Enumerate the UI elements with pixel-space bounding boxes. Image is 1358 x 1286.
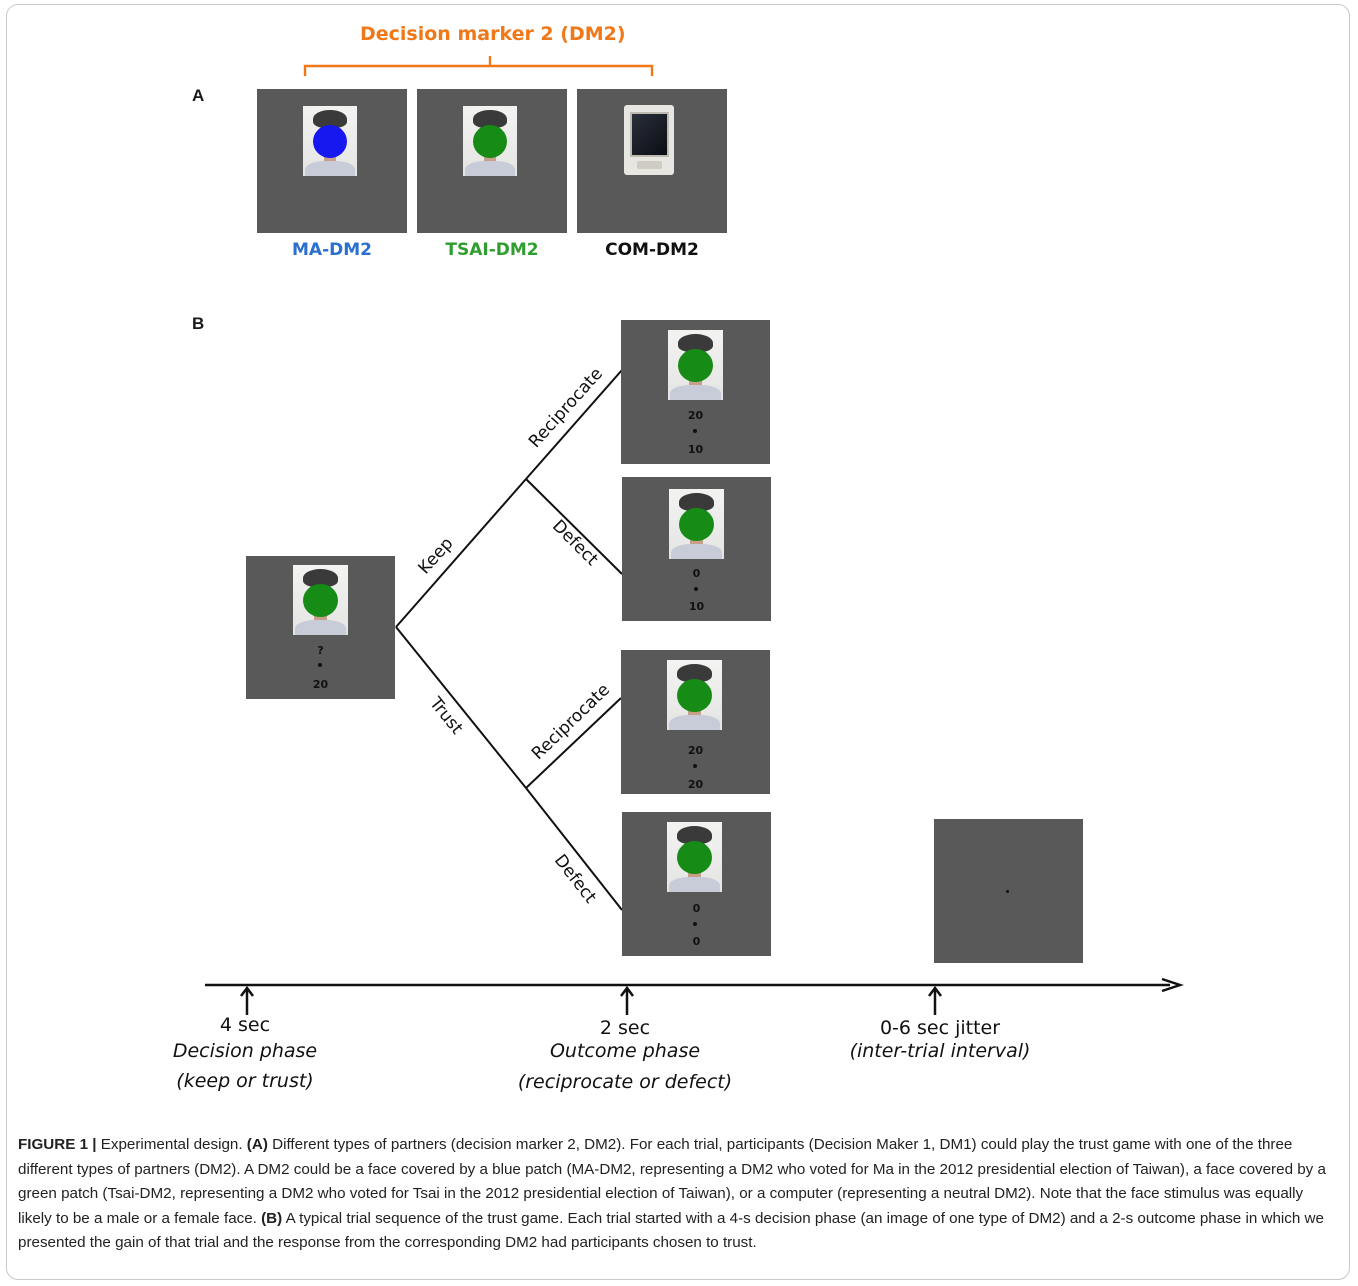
decision-phase-label: Decision phase — [172, 1040, 318, 1062]
decision-arrow — [240, 985, 254, 997]
outcome-arrow — [620, 985, 634, 997]
caption-text-2: Different types of partners (decision ma… — [18, 1136, 1326, 1227]
separator-dot — [693, 764, 697, 768]
face-with-green-patch-icon — [668, 330, 723, 400]
figure-frame — [6, 4, 1350, 1280]
trust-defect-line — [525, 787, 623, 911]
keep-branch-line — [395, 478, 527, 628]
computer-monitor-icon — [624, 105, 674, 175]
outcome-bottom-value: 10 — [688, 600, 705, 613]
separator-dot — [693, 429, 697, 433]
outcome-phase-label: Outcome phase — [549, 1040, 701, 1062]
face-with-green-patch-icon — [293, 565, 348, 635]
face-with-green-patch-icon — [667, 660, 722, 730]
keep-reciprocate-line — [525, 369, 623, 480]
caption-label: FIGURE 1 | — [18, 1136, 97, 1153]
caption-text-3: A typical trial sequence of the trust ga… — [18, 1209, 1324, 1252]
face-with-green-patch-icon — [463, 106, 517, 176]
tsai-dm2-tile — [417, 89, 567, 233]
tsai-dm2-label: TSAI-DM2 — [445, 240, 539, 260]
iti-duration: 0-6 sec jitter — [879, 1017, 1001, 1039]
decision-duration: 4 sec — [219, 1014, 271, 1036]
separator-dot — [694, 587, 698, 591]
caption-a-label: (A) — [246, 1136, 268, 1153]
timeline-arrowhead — [1161, 977, 1184, 993]
outcome-phase-detail: (reciprocate or defect) — [517, 1071, 733, 1093]
outcome-bottom-value: 0 — [692, 935, 701, 948]
outcome-top-value: 20 — [687, 744, 704, 757]
face-with-green-patch-icon — [667, 822, 722, 892]
outcome-screen-trust-reciprocate: 20 20 — [621, 650, 770, 794]
ma-dm2-label: MA-DM2 — [292, 240, 372, 260]
face-with-green-patch-icon — [669, 489, 724, 559]
panel-b-letter: B — [192, 314, 205, 333]
trust-reciprocate-line — [525, 697, 622, 789]
ma-dm2-tile — [257, 89, 407, 233]
iti-phase-label: (inter-trial interval) — [849, 1040, 1031, 1062]
outcome-bottom-value: 20 — [687, 778, 704, 791]
outcome-bottom-value: 10 — [687, 443, 704, 456]
com-dm2-tile — [577, 89, 727, 233]
outcome-top-value: 0 — [692, 902, 701, 915]
caption-text-1: Experimental design. — [96, 1136, 247, 1153]
panel-a-letter: A — [192, 86, 205, 105]
decision-top-value: ? — [317, 644, 324, 657]
face-with-blue-patch-icon — [303, 106, 357, 176]
keep-defect-line — [525, 478, 623, 575]
decision-screen: ? 20 — [246, 556, 395, 699]
outcome-duration: 2 sec — [599, 1017, 651, 1039]
outcome-screen-keep-reciprocate: 20 10 — [621, 320, 770, 464]
dm2-bracket — [303, 56, 654, 76]
caption-b-label: (B) — [261, 1209, 283, 1227]
trust-branch-line — [395, 626, 527, 789]
figure-caption: FIGURE 1 | Experimental design. (A) Diff… — [18, 1133, 1336, 1256]
dm2-title: Decision marker 2 (DM2) — [360, 23, 626, 45]
outcome-screen-keep-defect: 0 10 — [622, 477, 771, 621]
outcome-top-value: 20 — [687, 409, 704, 422]
trial-tree-lines — [205, 369, 1184, 1015]
decision-bottom-value: 20 — [312, 678, 329, 691]
com-dm2-label: COM-DM2 — [605, 240, 699, 260]
decision-phase-detail: (keep or trust) — [176, 1070, 314, 1092]
outcome-top-value: 0 — [692, 567, 701, 580]
fixation-dot — [1006, 890, 1009, 893]
outcome-screen-trust-defect: 0 0 — [622, 812, 771, 956]
iti-arrow — [928, 985, 942, 997]
separator-dot — [693, 922, 697, 926]
separator-dot — [318, 663, 322, 667]
fixation-screen — [934, 819, 1083, 963]
